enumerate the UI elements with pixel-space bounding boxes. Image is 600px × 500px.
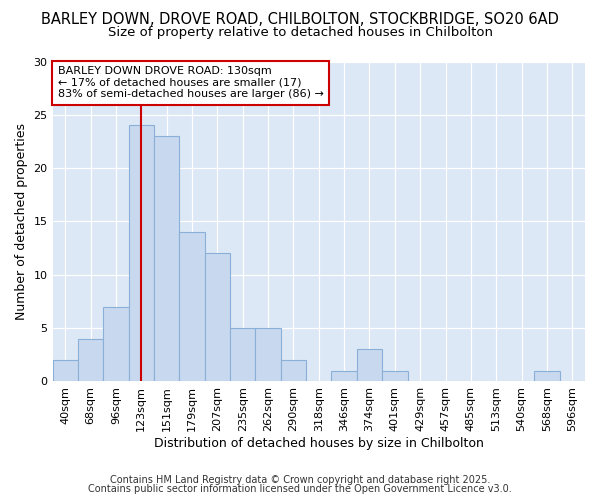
Bar — [281, 360, 306, 382]
Bar — [382, 371, 407, 382]
Y-axis label: Number of detached properties: Number of detached properties — [15, 123, 28, 320]
Bar — [256, 328, 281, 382]
Bar — [154, 136, 179, 382]
X-axis label: Distribution of detached houses by size in Chilbolton: Distribution of detached houses by size … — [154, 437, 484, 450]
Bar — [128, 126, 154, 382]
Bar — [357, 350, 382, 382]
Bar — [53, 360, 78, 382]
Text: BARLEY DOWN DROVE ROAD: 130sqm
← 17% of detached houses are smaller (17)
83% of : BARLEY DOWN DROVE ROAD: 130sqm ← 17% of … — [58, 66, 324, 100]
Bar — [78, 339, 103, 382]
Bar — [230, 328, 256, 382]
Bar — [534, 371, 560, 382]
Text: BARLEY DOWN, DROVE ROAD, CHILBOLTON, STOCKBRIDGE, SO20 6AD: BARLEY DOWN, DROVE ROAD, CHILBOLTON, STO… — [41, 12, 559, 28]
Bar — [331, 371, 357, 382]
Text: Size of property relative to detached houses in Chilbolton: Size of property relative to detached ho… — [107, 26, 493, 39]
Bar — [179, 232, 205, 382]
Text: Contains public sector information licensed under the Open Government Licence v3: Contains public sector information licen… — [88, 484, 512, 494]
Bar — [205, 254, 230, 382]
Bar — [103, 307, 128, 382]
Text: Contains HM Land Registry data © Crown copyright and database right 2025.: Contains HM Land Registry data © Crown c… — [110, 475, 490, 485]
